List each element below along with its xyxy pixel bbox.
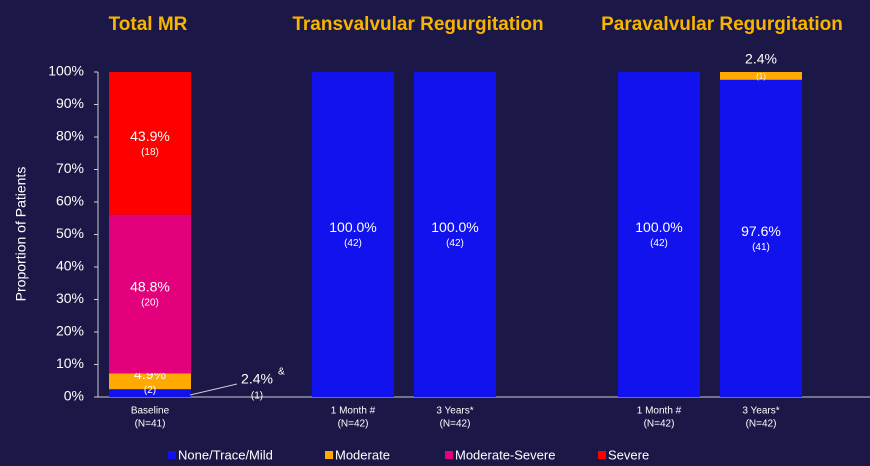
legend-label: Moderate-Severe [455, 447, 555, 462]
value-label: 2.4% [745, 51, 777, 67]
y-tick-label: 50% [56, 225, 84, 241]
count-label: (1) [756, 72, 766, 81]
bar-segment [414, 72, 496, 397]
value-label: 100.0% [431, 219, 478, 235]
x-tick-label: 1 Month # [637, 406, 682, 417]
bar-segment [618, 72, 700, 397]
x-tick-n: (N=41) [135, 419, 166, 430]
bar-segment [720, 72, 802, 80]
y-tick-label: 80% [56, 128, 84, 144]
bar-segment [109, 72, 191, 215]
count-label: (20) [141, 298, 159, 309]
y-tick-label: 100% [48, 63, 84, 79]
count-label: (18) [141, 147, 159, 158]
value-label: 2.4% [241, 371, 273, 387]
y-tick-label: 40% [56, 258, 84, 274]
legend-swatch [325, 451, 333, 459]
x-tick-label: 3 Years* [436, 406, 473, 417]
x-tick-label: 3 Years* [742, 406, 779, 417]
count-label: (42) [344, 238, 362, 249]
y-tick-label: 90% [56, 95, 84, 111]
group-title: Paravalvular Regurgitation [601, 14, 843, 35]
y-tick-label: 20% [56, 323, 84, 339]
legend-swatch [445, 451, 453, 459]
annotation: & [278, 367, 285, 378]
legend-swatch [598, 451, 606, 459]
group-title: Total MR [109, 14, 188, 35]
x-tick-n: (N=42) [746, 419, 777, 430]
value-label: 97.6% [741, 223, 781, 239]
count-label: (2) [144, 385, 156, 396]
x-tick-n: (N=42) [644, 419, 675, 430]
x-tick-n: (N=42) [338, 419, 369, 430]
value-label: 48.8% [130, 279, 170, 295]
bar-segment [312, 72, 394, 397]
legend-label: Severe [608, 447, 649, 462]
bar-segment [109, 373, 191, 390]
y-tick-label: 70% [56, 160, 84, 176]
x-tick-label: 1 Month # [331, 406, 376, 417]
x-tick-n: (N=42) [440, 419, 471, 430]
y-tick-label: 0% [64, 388, 84, 404]
y-axis-title: Proportion of Patients [13, 167, 29, 302]
value-label: 100.0% [329, 219, 376, 235]
count-label: (42) [650, 238, 668, 249]
bar-segment [109, 389, 191, 397]
legend-label: Moderate [335, 447, 390, 462]
y-tick-label: 30% [56, 290, 84, 306]
leader-line [189, 383, 238, 396]
count-label: (42) [446, 238, 464, 249]
legend-swatch [168, 451, 176, 459]
value-label: 43.9% [130, 128, 170, 144]
bar-segment [720, 79, 802, 398]
x-tick-label: Baseline [131, 406, 170, 417]
y-tick-label: 60% [56, 193, 84, 209]
count-label: (41) [752, 242, 770, 253]
y-tick-label: 10% [56, 355, 84, 371]
count-label: (1) [251, 391, 263, 402]
legend-label: None/Trace/Mild [178, 447, 273, 462]
value-label: 100.0% [635, 219, 682, 235]
bar-segment [109, 214, 191, 374]
group-title: Transvalvular Regurgitation [292, 14, 543, 35]
